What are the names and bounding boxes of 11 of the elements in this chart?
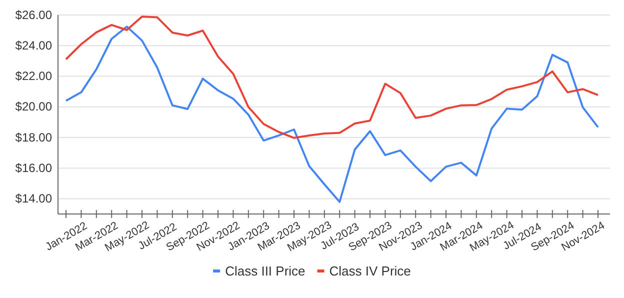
legend-label: Class III Price bbox=[225, 264, 306, 279]
y-tick-label: $14.00 bbox=[15, 192, 52, 206]
line-series bbox=[65, 26, 599, 203]
y-tick-label: $16.00 bbox=[15, 160, 52, 175]
y-tick-label: $22.00 bbox=[15, 69, 52, 84]
y-tick-label: $20.00 bbox=[15, 100, 52, 114]
y-tick-label: $24.00 bbox=[15, 38, 52, 52]
legend-label: Class IV Price bbox=[329, 264, 411, 279]
y-tick-label: $26.00 bbox=[15, 8, 52, 22]
line-series bbox=[65, 16, 599, 139]
y-tick-label: $18.00 bbox=[15, 130, 52, 144]
